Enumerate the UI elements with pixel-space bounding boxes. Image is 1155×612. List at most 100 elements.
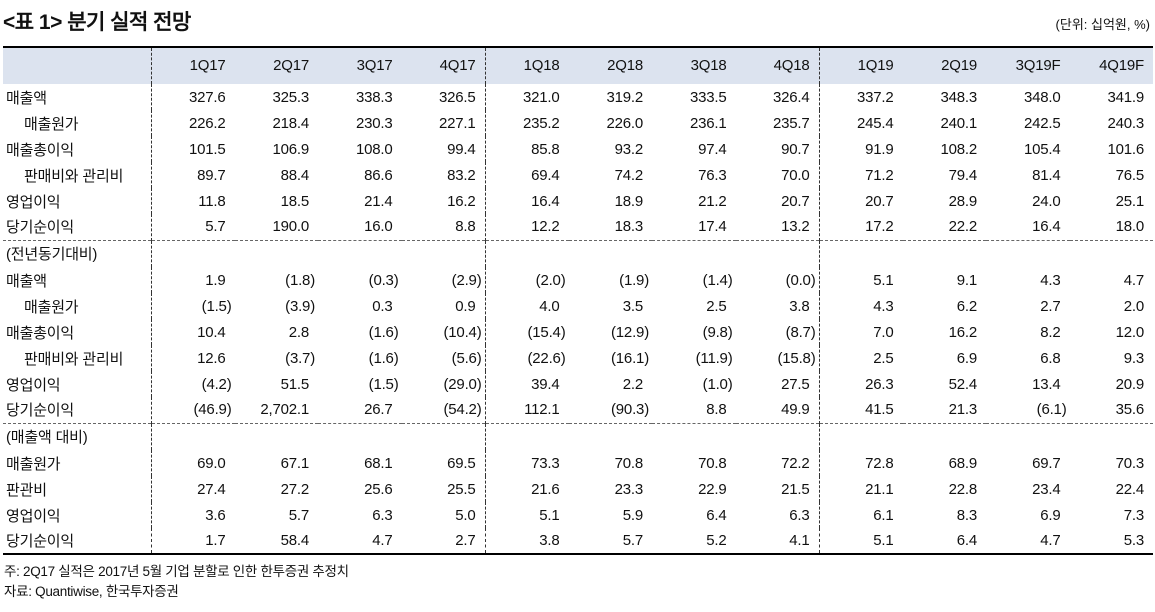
empty-cell bbox=[819, 239, 903, 267]
value-cell: 2,702.1 bbox=[260, 401, 309, 419]
table-row: 판매비와 관리비 89.7 88.4 86.6 83.2 69.4 74.2 76.3 70.0… bbox=[3, 162, 1153, 188]
value-cell: 76.5 bbox=[1115, 166, 1145, 184]
value-cell: 88.4 bbox=[280, 166, 310, 184]
value-cell: 41.5 bbox=[865, 401, 894, 419]
value-cell: 5.9 bbox=[622, 506, 643, 524]
row-label: 판매비와 관리비 bbox=[3, 162, 152, 188]
value-cell: (90.3) bbox=[611, 401, 649, 419]
value-cell: 101.5 bbox=[188, 140, 226, 158]
table-titlebar: <표 1> 분기 실적 전망 (단위: 십억원, %) bbox=[3, 0, 1153, 46]
column-header-2q18: 2Q18 bbox=[568, 47, 652, 84]
value-cell: 5.2 bbox=[706, 532, 727, 549]
value-cell: 21.2 bbox=[698, 192, 727, 210]
value-cell: 70.0 bbox=[735, 162, 820, 188]
value-cell: 3.5 bbox=[622, 297, 643, 315]
value-cell: 52.4 bbox=[948, 375, 978, 393]
value-cell: 0.3 bbox=[372, 297, 393, 315]
value-cell: 4.3 bbox=[1040, 271, 1061, 289]
row-label: 매출액 bbox=[3, 84, 152, 110]
value-cell: 21.1 bbox=[865, 480, 894, 498]
value-cell: (1.4) bbox=[702, 271, 733, 289]
value-cell: 4.1 bbox=[735, 528, 820, 554]
value-cell: 18.9 bbox=[614, 192, 644, 210]
value-cell: 325.3 bbox=[272, 88, 309, 106]
value-cell: (0.0) bbox=[735, 267, 820, 293]
value-cell: 20.7 bbox=[865, 192, 894, 210]
value-cell: 4.3 bbox=[873, 297, 894, 315]
table-row: 매출액 327.6 325.3 338.3 326.5 321.0 319.2 333.5 32… bbox=[3, 84, 1153, 110]
section-header-row: (전년동기대비) bbox=[3, 239, 1153, 267]
row-label: 영업이익 bbox=[3, 502, 152, 528]
value-cell: 3.8 bbox=[539, 532, 560, 549]
value-cell: (15.8) bbox=[735, 345, 820, 371]
value-cell: (2.9) bbox=[401, 267, 486, 293]
value-cell: 4.7 bbox=[372, 532, 393, 549]
value-cell: 2.7 bbox=[401, 528, 486, 554]
column-header-3q17: 3Q17 bbox=[318, 47, 402, 84]
value-cell: (16.1) bbox=[611, 349, 649, 367]
value-cell: 16.2 bbox=[948, 323, 978, 341]
value-cell: 10.4 bbox=[197, 323, 226, 341]
table-row: 판매비와 관리비 12.6 (3.7) (1.6) (5.6) (22.6) (16.1) (… bbox=[3, 345, 1153, 371]
value-cell: 2.8 bbox=[288, 323, 309, 341]
value-cell: 68.9 bbox=[948, 454, 978, 472]
value-cell: 22.9 bbox=[698, 480, 727, 498]
table-title: <표 1> 분기 실적 전망 bbox=[3, 11, 191, 34]
empty-cell bbox=[1069, 239, 1153, 267]
table-body: 매출액 327.6 325.3 338.3 326.5 321.0 319.2 333.5 32… bbox=[3, 84, 1153, 554]
value-cell: 72.8 bbox=[865, 454, 894, 472]
value-cell: (22.6) bbox=[527, 349, 566, 367]
empty-cell bbox=[735, 422, 820, 450]
row-label: 매출액 bbox=[3, 267, 152, 293]
column-header-4q17: 4Q17 bbox=[401, 47, 486, 84]
value-cell: (3.7) bbox=[285, 349, 315, 367]
value-cell: 5.7 bbox=[205, 218, 226, 236]
table-row: 매출원가 226.2 218.4 230.3 227.1 235.2 226.0 236.1 2… bbox=[3, 110, 1153, 136]
value-cell: (1.9) bbox=[619, 271, 649, 289]
value-cell: 24.0 bbox=[1032, 192, 1061, 210]
value-cell: 235.2 bbox=[522, 114, 560, 132]
value-cell: 81.4 bbox=[1032, 166, 1061, 184]
value-cell: 49.9 bbox=[735, 397, 820, 423]
value-cell: 240.3 bbox=[1107, 114, 1144, 132]
value-cell: 226.2 bbox=[188, 114, 226, 132]
value-cell: 240.1 bbox=[940, 114, 977, 132]
table-head: 1Q17 2Q17 3Q17 4Q17 1Q18 2Q18 3Q18 4Q18 1Q19 2Q19… bbox=[3, 47, 1153, 84]
value-cell: 327.6 bbox=[188, 88, 226, 106]
empty-cell bbox=[652, 239, 736, 267]
table-row: 당기순이익 1.7 58.4 4.7 2.7 3.8 5.7 5.2 4.1 5.1 6.4 4.7 5… bbox=[3, 528, 1153, 554]
value-cell: 4.7 bbox=[1040, 532, 1061, 549]
column-header-2q17: 2Q17 bbox=[234, 47, 318, 84]
value-cell: 6.4 bbox=[956, 532, 977, 549]
empty-cell bbox=[735, 239, 820, 267]
value-cell: 6.4 bbox=[706, 506, 727, 524]
empty-cell bbox=[568, 422, 652, 450]
value-cell: 5.0 bbox=[401, 502, 486, 528]
value-cell: 68.1 bbox=[364, 454, 393, 472]
value-cell: 25.1 bbox=[1115, 192, 1145, 210]
value-cell: 2.5 bbox=[706, 297, 727, 315]
value-cell: 83.2 bbox=[401, 162, 486, 188]
value-cell: 21.6 bbox=[531, 480, 560, 498]
value-cell: 326.5 bbox=[401, 84, 486, 110]
empty-cell bbox=[151, 422, 235, 450]
value-cell: 0.9 bbox=[401, 293, 486, 319]
value-cell: (1.0) bbox=[702, 375, 733, 393]
row-label: 매출원가 bbox=[3, 293, 152, 319]
footnote-estimate: 주: 2Q17 실적은 2017년 5월 기업 분할로 인한 한투증권 추정치 bbox=[4, 564, 349, 579]
table-row: 매출총이익 10.4 2.8 (1.6) (10.4) (15.4) (12.9) (9.8)… bbox=[3, 319, 1153, 345]
empty-cell bbox=[401, 239, 486, 267]
row-label: 매출총이익 bbox=[3, 136, 152, 162]
section-header-row: (매출액 대비) bbox=[3, 422, 1153, 450]
column-header-4q19f: 4Q19F bbox=[1069, 47, 1153, 84]
value-cell: (8.7) bbox=[735, 319, 820, 345]
value-cell: (1.6) bbox=[368, 349, 399, 367]
value-cell: 58.4 bbox=[280, 532, 310, 549]
row-label: 매출총이익 bbox=[3, 319, 152, 345]
value-cell: 319.2 bbox=[606, 88, 643, 106]
value-cell: 22.4 bbox=[1115, 480, 1145, 498]
value-cell: (3.9) bbox=[285, 297, 315, 315]
value-cell: 27.4 bbox=[197, 480, 226, 498]
value-cell: 13.4 bbox=[1032, 375, 1061, 393]
value-cell: 18.0 bbox=[1115, 218, 1145, 236]
